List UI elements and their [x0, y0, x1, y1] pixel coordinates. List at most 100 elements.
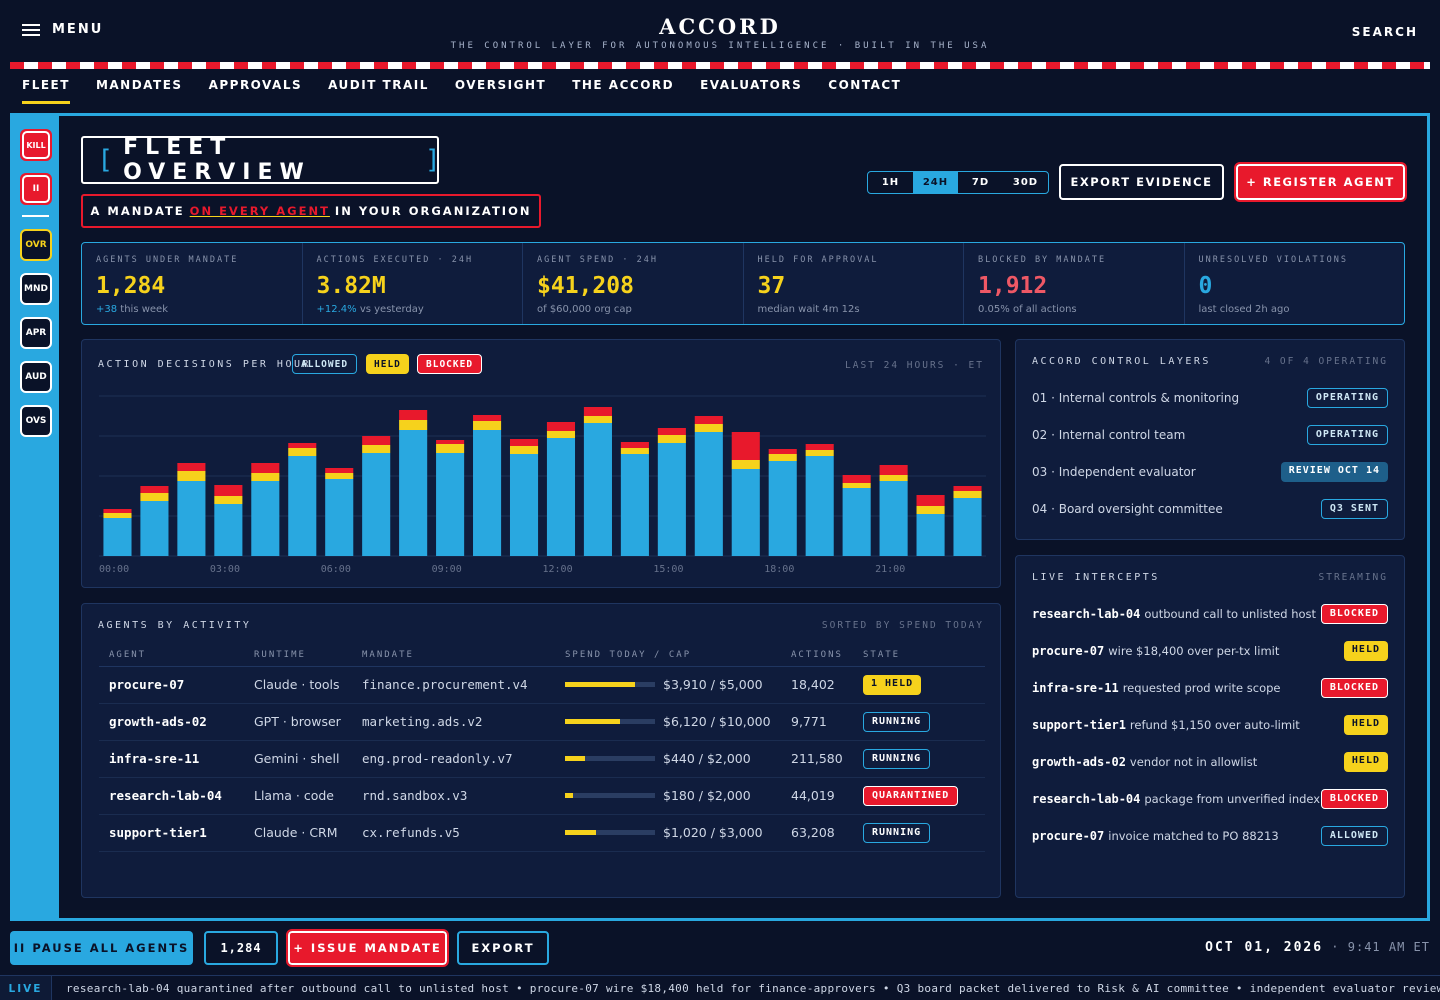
- layer-row[interactable]: 01 · Internal controls & monitoring OPERA…: [1032, 388, 1388, 408]
- bar-held-10:00[interactable]: [473, 421, 502, 430]
- bar-blocked-23:00[interactable]: [953, 486, 982, 491]
- bar-blocked-02:00[interactable]: [177, 463, 206, 471]
- bar-held-07:00[interactable]: [362, 445, 391, 453]
- bar-allowed-21:00[interactable]: [879, 481, 908, 556]
- sidebar-item-aud[interactable]: AUD: [20, 361, 52, 393]
- bar-held-15:00[interactable]: [657, 435, 686, 443]
- range-1h[interactable]: 1H: [881, 177, 900, 188]
- bar-held-11:00[interactable]: [509, 446, 539, 454]
- agent-name[interactable]: support-tier1: [99, 814, 244, 852]
- bar-blocked-22:00[interactable]: [916, 495, 945, 506]
- bar-allowed-01:00[interactable]: [140, 501, 169, 556]
- bar-blocked-12:00[interactable]: [546, 422, 576, 431]
- table-row[interactable]: research-lab-04 Llama · code rnd.sandbox.v…: [99, 777, 985, 815]
- bar-allowed-00:00[interactable]: [103, 518, 132, 556]
- table-row[interactable]: support-tier1 Claude · CRM cx.refunds.v5 $1…: [99, 814, 985, 852]
- range-7d[interactable]: 7D: [971, 177, 990, 188]
- agent-name[interactable]: procure-07: [99, 666, 244, 704]
- bar-allowed-19:00[interactable]: [805, 456, 834, 556]
- bar-held-22:00[interactable]: [916, 506, 945, 514]
- search-button[interactable]: SEARCH: [1351, 25, 1418, 39]
- bar-allowed-20:00[interactable]: [842, 488, 871, 556]
- bar-blocked-21:00[interactable]: [879, 465, 908, 475]
- bar-held-21:00[interactable]: [879, 475, 908, 481]
- table-row[interactable]: growth-ads-02 GPT · browser marketing.ads.…: [99, 703, 985, 741]
- bar-held-13:00[interactable]: [583, 416, 612, 423]
- intercept-row[interactable]: research-lab-04 outbound call to unlisted…: [1032, 604, 1388, 624]
- brand-logo[interactable]: ACCORD: [659, 14, 781, 39]
- tab-approvals[interactable]: APPROVALS: [208, 78, 303, 92]
- table-row[interactable]: procure-07 Claude · tools finance.procurem…: [99, 666, 985, 704]
- bar-blocked-09:00[interactable]: [436, 440, 465, 444]
- bar-blocked-05:00[interactable]: [288, 443, 317, 448]
- agent-name[interactable]: research-lab-04: [99, 777, 244, 815]
- bar-held-01:00[interactable]: [140, 493, 169, 501]
- pause-all-agents-button[interactable]: II PAUSE ALL AGENTS: [10, 931, 193, 965]
- state-badge[interactable]: RUNNING: [863, 711, 931, 732]
- bar-blocked-15:00[interactable]: [657, 428, 686, 435]
- agent-mandate[interactable]: cx.refunds.v5: [352, 814, 555, 852]
- bar-allowed-10:00[interactable]: [473, 430, 502, 556]
- intercept-row[interactable]: research-lab-04 package from unverified i…: [1032, 789, 1388, 809]
- bar-blocked-10:00[interactable]: [473, 415, 502, 421]
- agent-count-badge[interactable]: 1,284: [204, 931, 278, 965]
- legend-blocked[interactable]: BLOCKED: [417, 354, 483, 374]
- register-agent-button[interactable]: + REGISTER AGENT: [1234, 162, 1407, 202]
- layer-row[interactable]: 02 · Internal control team OPERATING: [1032, 425, 1388, 445]
- bar-allowed-15:00[interactable]: [657, 443, 686, 556]
- bar-allowed-12:00[interactable]: [546, 438, 576, 556]
- bar-blocked-14:00[interactable]: [620, 442, 649, 448]
- bar-held-02:00[interactable]: [177, 471, 206, 481]
- bar-held-17:00[interactable]: [731, 460, 760, 469]
- tab-the-accord[interactable]: THE ACCORD: [572, 78, 675, 92]
- agents-sort-label[interactable]: SORTED BY SPEND TODAY: [821, 620, 984, 631]
- range-30d[interactable]: 30D: [1012, 177, 1039, 188]
- bar-held-00:00[interactable]: [103, 513, 132, 518]
- tab-mandates[interactable]: MANDATES: [95, 78, 183, 92]
- legend-held[interactable]: HELD: [366, 354, 409, 374]
- bar-allowed-09:00[interactable]: [436, 453, 465, 556]
- bar-blocked-08:00[interactable]: [399, 410, 428, 420]
- layer-row[interactable]: 04 · Board oversight committee Q3 SENT: [1032, 499, 1388, 519]
- bar-allowed-18:00[interactable]: [768, 461, 797, 556]
- bar-held-08:00[interactable]: [399, 420, 428, 430]
- bar-allowed-05:00[interactable]: [288, 456, 317, 556]
- sidebar-item-mnd[interactable]: MND: [20, 273, 52, 305]
- state-badge[interactable]: QUARANTINED: [863, 785, 959, 806]
- intercept-agent[interactable]: growth-ads-02: [1032, 755, 1126, 769]
- bar-allowed-02:00[interactable]: [177, 481, 206, 556]
- agent-name[interactable]: infra-sre-11: [99, 740, 244, 778]
- bar-held-19:00[interactable]: [805, 450, 834, 456]
- bar-held-09:00[interactable]: [436, 444, 465, 453]
- bar-allowed-04:00[interactable]: [251, 481, 280, 556]
- bar-allowed-16:00[interactable]: [694, 432, 723, 556]
- bar-allowed-14:00[interactable]: [620, 454, 649, 556]
- bar-held-04:00[interactable]: [251, 473, 280, 481]
- intercept-agent[interactable]: research-lab-04: [1032, 607, 1141, 621]
- intercept-row[interactable]: procure-07 invoice matched to PO 88213 ALL…: [1032, 826, 1388, 846]
- bar-allowed-17:00[interactable]: [731, 469, 760, 556]
- intercept-agent[interactable]: procure-07: [1032, 829, 1105, 843]
- bar-held-18:00[interactable]: [768, 454, 797, 461]
- bar-blocked-00:00[interactable]: [103, 509, 132, 513]
- export-button[interactable]: EXPORT: [457, 931, 549, 965]
- bar-blocked-06:00[interactable]: [325, 468, 354, 473]
- bar-allowed-03:00[interactable]: [214, 504, 243, 556]
- intercept-agent[interactable]: research-lab-04: [1032, 792, 1141, 806]
- bar-held-14:00[interactable]: [620, 448, 649, 454]
- state-badge[interactable]: RUNNING: [863, 822, 931, 843]
- intercept-row[interactable]: support-tier1 refund $1,150 over auto-lim…: [1032, 715, 1388, 735]
- bar-blocked-18:00[interactable]: [768, 449, 797, 454]
- kill-switch-button[interactable]: KILL: [20, 129, 52, 161]
- export-evidence-button[interactable]: EXPORT EVIDENCE: [1059, 164, 1224, 200]
- bar-allowed-06:00[interactable]: [325, 479, 354, 556]
- pause-button[interactable]: II: [20, 173, 52, 205]
- issue-mandate-button[interactable]: + ISSUE MANDATE: [286, 929, 449, 967]
- tab-contact[interactable]: CONTACT: [828, 78, 902, 92]
- bar-allowed-11:00[interactable]: [509, 454, 539, 556]
- bar-blocked-20:00[interactable]: [842, 475, 871, 483]
- sidebar-item-ovr[interactable]: OVR: [20, 229, 52, 261]
- agent-mandate[interactable]: finance.procurement.v4: [352, 666, 555, 704]
- tab-fleet[interactable]: FLEET: [22, 78, 70, 104]
- table-row[interactable]: infra-sre-11 Gemini · shell eng.prod-reado…: [99, 740, 985, 778]
